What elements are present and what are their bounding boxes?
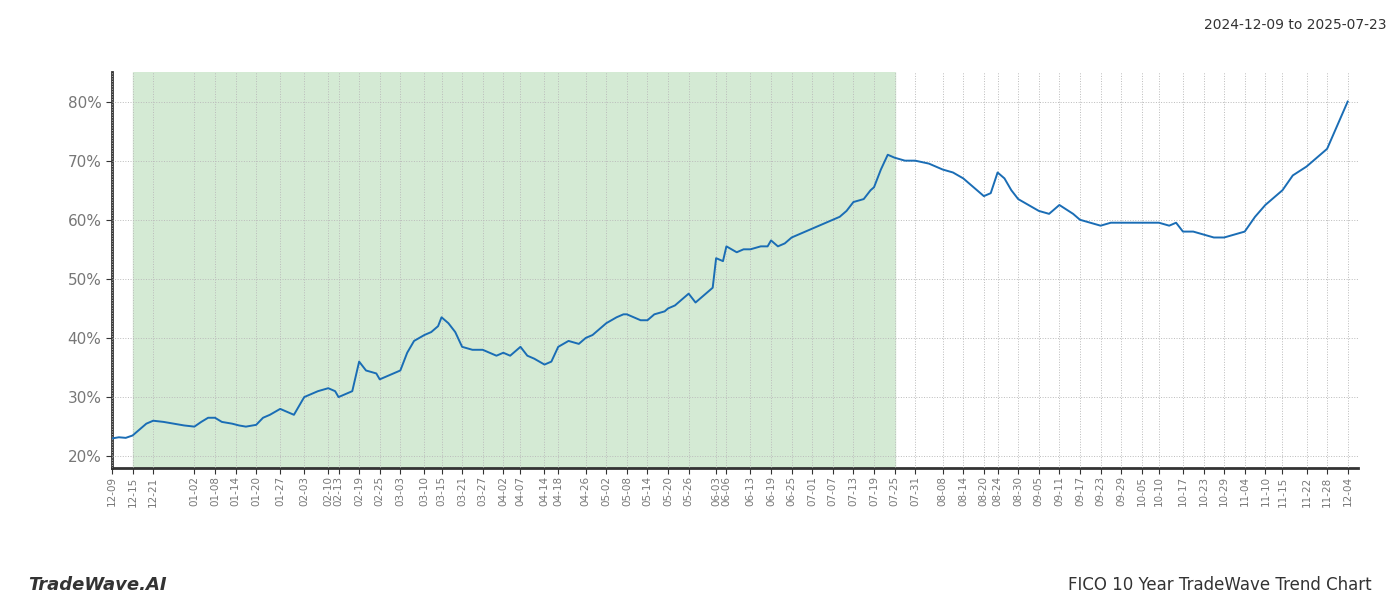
Bar [133, 72, 895, 468]
Text: 2024-12-09 to 2025-07-23: 2024-12-09 to 2025-07-23 [1204, 18, 1386, 32]
Text: TradeWave.AI: TradeWave.AI [28, 576, 167, 594]
Text: FICO 10 Year TradeWave Trend Chart: FICO 10 Year TradeWave Trend Chart [1068, 576, 1372, 594]
